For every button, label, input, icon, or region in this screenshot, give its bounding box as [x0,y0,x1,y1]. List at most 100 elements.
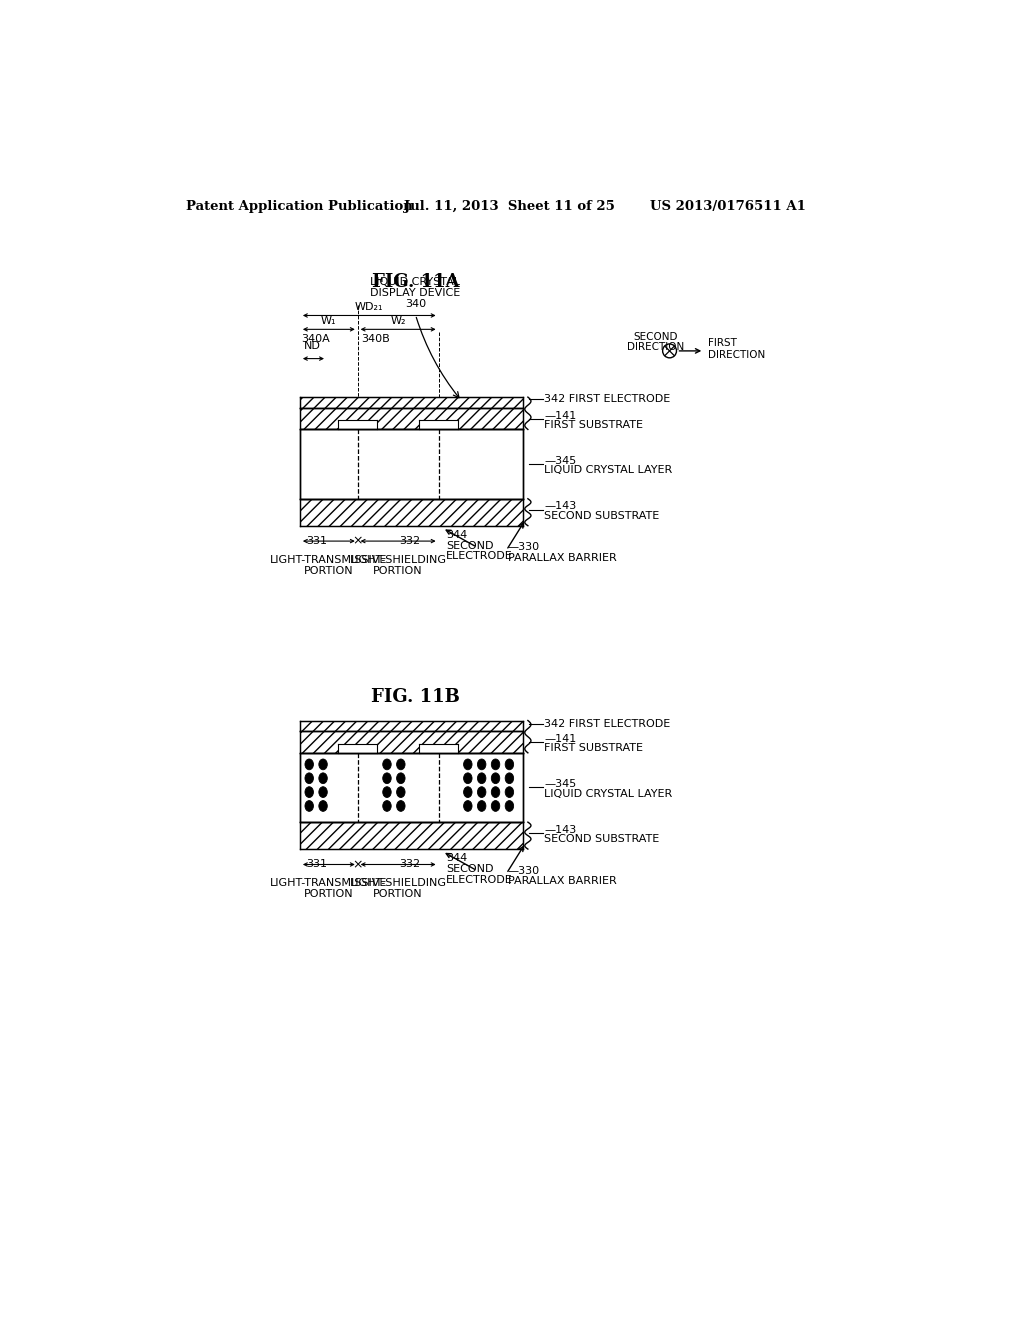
Text: PARALLAX BARRIER: PARALLAX BARRIER [508,553,616,564]
Text: DISPLAY DEVICE: DISPLAY DEVICE [371,288,461,298]
Ellipse shape [505,800,514,812]
Ellipse shape [505,759,514,770]
Ellipse shape [464,774,472,784]
Text: LIQUID CRYSTAL: LIQUID CRYSTAL [371,277,461,286]
Ellipse shape [477,787,486,797]
Bar [300,752,523,822]
Text: US 2013/0176511 A1: US 2013/0176511 A1 [650,199,806,213]
Text: 340: 340 [404,298,426,309]
Bar [300,429,523,499]
Ellipse shape [492,759,500,770]
Text: ×: × [352,535,362,548]
Bar [300,731,523,752]
Text: 344: 344 [446,529,468,540]
Ellipse shape [305,759,313,770]
Bar [300,822,523,849]
Text: LIGHT-TRANSMISSIVE: LIGHT-TRANSMISSIVE [270,554,387,565]
Text: ELECTRODE: ELECTRODE [446,875,513,884]
Ellipse shape [505,774,514,784]
Text: PORTION: PORTION [374,566,423,576]
Text: 332: 332 [399,859,421,870]
Ellipse shape [383,774,391,784]
Ellipse shape [318,774,328,784]
Text: SECOND: SECOND [634,333,678,342]
Text: SECOND SUBSTRATE: SECOND SUBSTRATE [544,834,659,843]
Text: W₁: W₁ [322,317,337,326]
Text: W₂: W₂ [390,317,406,326]
Text: FIG. 11B: FIG. 11B [371,689,460,706]
Ellipse shape [383,787,391,797]
Text: —143: —143 [544,825,577,834]
Ellipse shape [305,787,313,797]
Text: PORTION: PORTION [304,890,353,899]
Text: Jul. 11, 2013  Sheet 11 of 25: Jul. 11, 2013 Sheet 11 of 25 [403,199,614,213]
Text: —143: —143 [544,502,577,511]
Ellipse shape [305,774,313,784]
Text: FIRST: FIRST [708,338,737,348]
Text: LIGHT-SHIELDING: LIGHT-SHIELDING [349,878,446,888]
Bar [300,408,523,429]
Ellipse shape [318,787,328,797]
Text: FIG. 11A: FIG. 11A [372,273,460,290]
Ellipse shape [318,759,328,770]
Bar [419,743,458,752]
Text: LIGHT-SHIELDING: LIGHT-SHIELDING [349,554,446,565]
Text: Patent Application Publication: Patent Application Publication [186,199,413,213]
Bar [300,499,523,525]
Text: 331: 331 [306,859,328,870]
Text: WD₂₁: WD₂₁ [355,302,384,313]
Text: DIRECTION: DIRECTION [708,350,765,360]
Text: PORTION: PORTION [304,566,353,576]
Text: 331: 331 [306,536,328,546]
Ellipse shape [396,800,406,812]
Ellipse shape [505,787,514,797]
Ellipse shape [305,800,313,812]
Text: SECOND: SECOND [446,865,494,874]
Text: —345: —345 [544,455,577,466]
Text: 332: 332 [399,536,421,546]
Ellipse shape [477,774,486,784]
Ellipse shape [477,800,486,812]
Bar [300,721,523,731]
Text: 342 FIRST ELECTRODE: 342 FIRST ELECTRODE [544,395,671,404]
Text: SECOND SUBSTRATE: SECOND SUBSTRATE [544,511,659,520]
Ellipse shape [464,800,472,812]
Text: ELECTRODE: ELECTRODE [446,552,513,561]
Text: SECOND: SECOND [446,541,494,550]
Text: PORTION: PORTION [374,890,423,899]
Bar [339,743,377,752]
Ellipse shape [477,759,486,770]
Text: —141: —141 [544,734,577,744]
Ellipse shape [318,800,328,812]
Ellipse shape [464,759,472,770]
Text: LIQUID CRYSTAL LAYER: LIQUID CRYSTAL LAYER [544,465,673,475]
Text: FIRST SUBSTRATE: FIRST SUBSTRATE [544,420,643,430]
Text: —141: —141 [544,411,577,421]
Text: ×: × [352,858,362,871]
Text: 340B: 340B [361,334,390,345]
Text: 344: 344 [446,853,468,863]
Ellipse shape [492,787,500,797]
Text: LIQUID CRYSTAL LAYER: LIQUID CRYSTAL LAYER [544,788,673,799]
Ellipse shape [396,774,406,784]
Bar [419,420,458,429]
Ellipse shape [492,774,500,784]
Ellipse shape [492,800,500,812]
Text: —330: —330 [508,543,540,552]
Bar [339,420,377,429]
Ellipse shape [396,787,406,797]
Bar [300,397,523,408]
Text: 340A: 340A [301,334,331,345]
Text: LIGHT-TRANSMISSIVE: LIGHT-TRANSMISSIVE [270,878,387,888]
Text: ND: ND [304,341,321,351]
Text: 342 FIRST ELECTRODE: 342 FIRST ELECTRODE [544,718,671,729]
Ellipse shape [396,759,406,770]
Text: —345: —345 [544,779,577,789]
Text: DIRECTION: DIRECTION [627,342,684,352]
Ellipse shape [383,800,391,812]
Ellipse shape [383,759,391,770]
Text: PARALLAX BARRIER: PARALLAX BARRIER [508,876,616,887]
Text: FIRST SUBSTRATE: FIRST SUBSTRATE [544,743,643,754]
Text: —330: —330 [508,866,540,875]
Ellipse shape [464,787,472,797]
